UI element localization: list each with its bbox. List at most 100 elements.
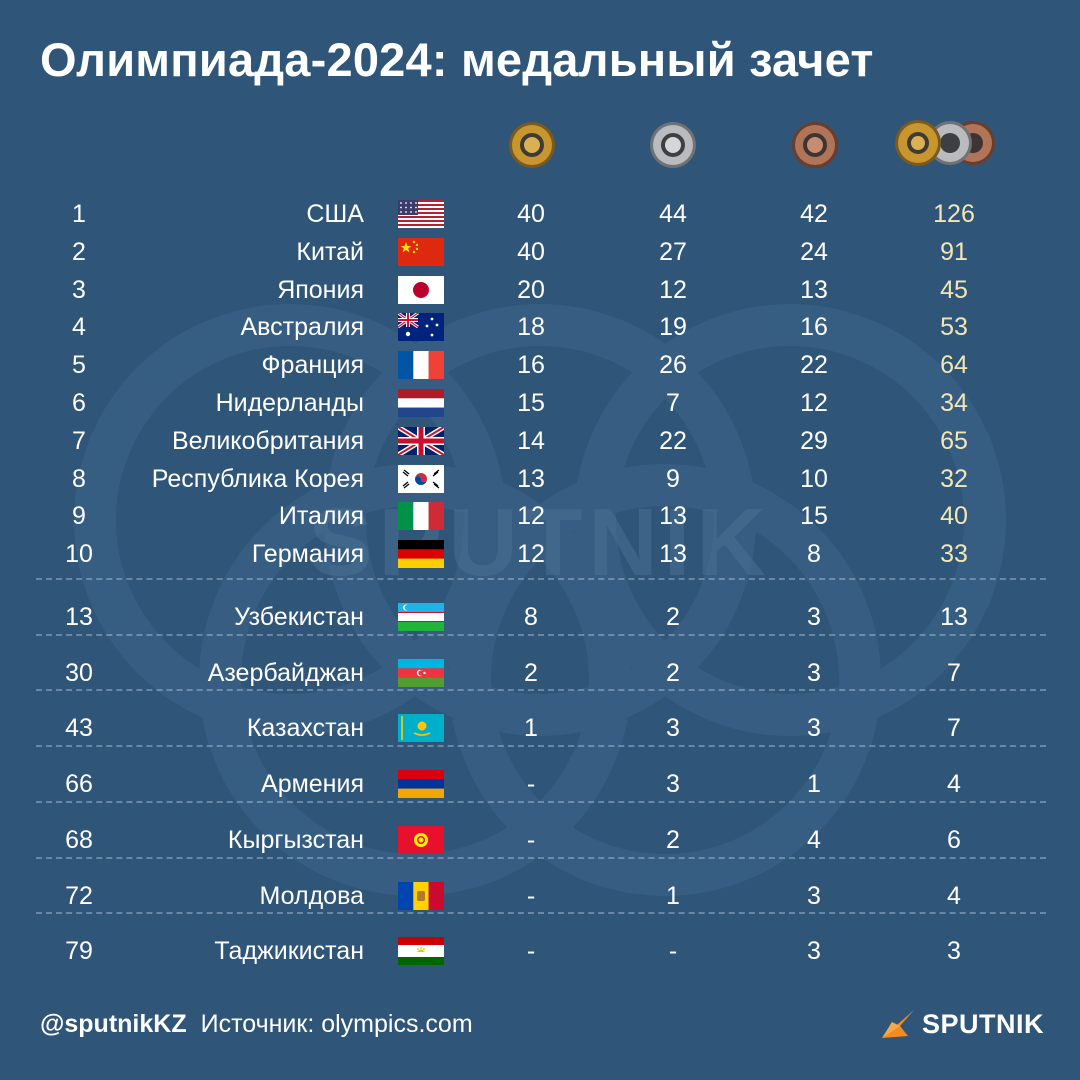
bronze-count: 13 bbox=[800, 275, 828, 304]
country-name: Узбекистан bbox=[234, 603, 364, 631]
netherlands-flag-icon bbox=[398, 389, 444, 417]
country-name: Германия bbox=[251, 540, 364, 569]
row-divider bbox=[36, 689, 1046, 692]
gold-count: 18 bbox=[517, 313, 545, 342]
rank-cell: 68 bbox=[65, 825, 93, 854]
table-row: 9 Италия 12 13 15 40 bbox=[0, 497, 1080, 535]
total-count: 40 bbox=[940, 502, 968, 531]
uzbekistan-flag-icon bbox=[398, 603, 444, 631]
japan-flag-icon bbox=[398, 275, 444, 304]
country-name: Япония bbox=[277, 275, 364, 304]
rank-cell: 5 bbox=[72, 351, 86, 380]
silver-count: 13 bbox=[659, 540, 687, 569]
bronze-count: 16 bbox=[800, 313, 828, 342]
gold-count: 13 bbox=[517, 464, 545, 493]
table-row: 6 Нидерланды 15 7 12 34 bbox=[0, 384, 1080, 422]
country-name: Казахстан bbox=[246, 714, 364, 743]
table-row: 3 Япония 20 12 13 45 bbox=[0, 271, 1080, 309]
bronze-count: 3 bbox=[807, 714, 821, 743]
gold-count: - bbox=[526, 937, 536, 966]
rank-cell: 30 bbox=[65, 658, 93, 687]
gold-count: 12 bbox=[517, 540, 545, 569]
table-row: 72 Молдова - 1 3 4 bbox=[0, 877, 1080, 915]
country-name: Австралия bbox=[240, 313, 364, 342]
table-row: 68 Кыргызстан - 2 4 6 bbox=[0, 821, 1080, 859]
australia-flag-icon bbox=[398, 313, 444, 342]
gold-count: 12 bbox=[517, 502, 545, 531]
silver-count: 27 bbox=[659, 237, 687, 266]
country-name: Франция bbox=[261, 351, 364, 380]
country-name: Китай bbox=[296, 237, 364, 266]
footer-credits: @sputnikKZ Источник: olympics.com bbox=[40, 1010, 473, 1039]
tajikistan-flag-icon bbox=[398, 937, 444, 966]
silver-count: 22 bbox=[659, 426, 687, 455]
bronze-count: 8 bbox=[807, 540, 821, 569]
total-count: 13 bbox=[940, 603, 968, 631]
gold-count: 16 bbox=[517, 351, 545, 380]
bronze-count: 10 bbox=[800, 464, 828, 493]
row-divider bbox=[36, 912, 1046, 915]
rank-cell: 1 bbox=[72, 200, 86, 228]
gold-medal-icon bbox=[507, 120, 557, 170]
brand-name: SPUTNIK bbox=[921, 1008, 1044, 1039]
azerbaijan-flag-icon bbox=[398, 658, 444, 687]
silver-count: 3 bbox=[666, 770, 680, 799]
gold-count: 1 bbox=[524, 714, 538, 743]
gold-count: 14 bbox=[517, 426, 545, 455]
all-medals-icon bbox=[893, 118, 1015, 168]
social-handle[interactable]: @sputnikKZ bbox=[40, 1010, 187, 1038]
france-flag-icon bbox=[398, 351, 444, 380]
silver-count: 19 bbox=[659, 313, 687, 342]
bronze-medal-icon bbox=[790, 120, 840, 170]
country-name: Италия bbox=[278, 502, 364, 531]
kyrgyzstan-flag-icon bbox=[398, 825, 444, 854]
bronze-count: 1 bbox=[807, 770, 821, 799]
rank-cell: 2 bbox=[72, 237, 86, 266]
total-count: 126 bbox=[933, 200, 975, 228]
table-row: 13 Узбекистан 8 2 3 13 bbox=[0, 598, 1080, 636]
silver-count: 1 bbox=[666, 881, 680, 910]
bronze-count: 3 bbox=[807, 658, 821, 687]
bronze-count: 42 bbox=[800, 200, 828, 228]
korea-flag-icon bbox=[398, 464, 444, 493]
table-row: 2 Китай 40 27 24 91 bbox=[0, 233, 1080, 271]
bronze-count: 3 bbox=[807, 937, 821, 966]
table-row: 66 Армения - 3 1 4 bbox=[0, 765, 1080, 803]
silver-count: 12 bbox=[659, 275, 687, 304]
table-row: 8 Республика Корея 13 9 10 32 bbox=[0, 460, 1080, 498]
rank-cell: 43 bbox=[65, 714, 93, 743]
rank-cell: 13 bbox=[65, 603, 93, 631]
total-count: 32 bbox=[940, 464, 968, 493]
silver-count: 2 bbox=[666, 825, 680, 854]
silver-medal-icon bbox=[648, 120, 698, 170]
rank-cell: 79 bbox=[65, 937, 93, 966]
usa-flag-icon bbox=[398, 200, 444, 228]
rank-cell: 66 bbox=[65, 770, 93, 799]
country-name: США bbox=[306, 200, 364, 228]
silver-count: - bbox=[668, 937, 678, 966]
total-count: 4 bbox=[947, 770, 961, 799]
moldova-flag-icon bbox=[398, 881, 444, 910]
country-name: Азербайджан bbox=[207, 658, 364, 687]
bronze-count: 29 bbox=[800, 426, 828, 455]
total-count: 64 bbox=[940, 351, 968, 380]
rank-cell: 4 bbox=[72, 313, 86, 342]
silver-count: 44 bbox=[659, 200, 687, 228]
table-row: 7 Великобритания 14 22 29 65 bbox=[0, 422, 1080, 460]
gold-count: - bbox=[526, 825, 536, 854]
silver-count: 13 bbox=[659, 502, 687, 531]
bronze-count: 3 bbox=[807, 603, 821, 631]
table-row: 43 Казахстан 1 3 3 7 bbox=[0, 709, 1080, 747]
gold-count: 40 bbox=[517, 200, 545, 228]
country-name: Молдова bbox=[259, 881, 364, 910]
rank-cell: 72 bbox=[65, 881, 93, 910]
rank-cell: 6 bbox=[72, 389, 86, 417]
row-divider bbox=[36, 578, 1046, 580]
rank-cell: 7 bbox=[72, 426, 86, 455]
gold-count: - bbox=[526, 770, 536, 799]
total-count: 7 bbox=[947, 658, 961, 687]
country-name: Республика Корея bbox=[151, 464, 364, 493]
silver-count: 2 bbox=[666, 658, 680, 687]
row-divider bbox=[36, 800, 1046, 803]
total-count: 7 bbox=[947, 714, 961, 743]
